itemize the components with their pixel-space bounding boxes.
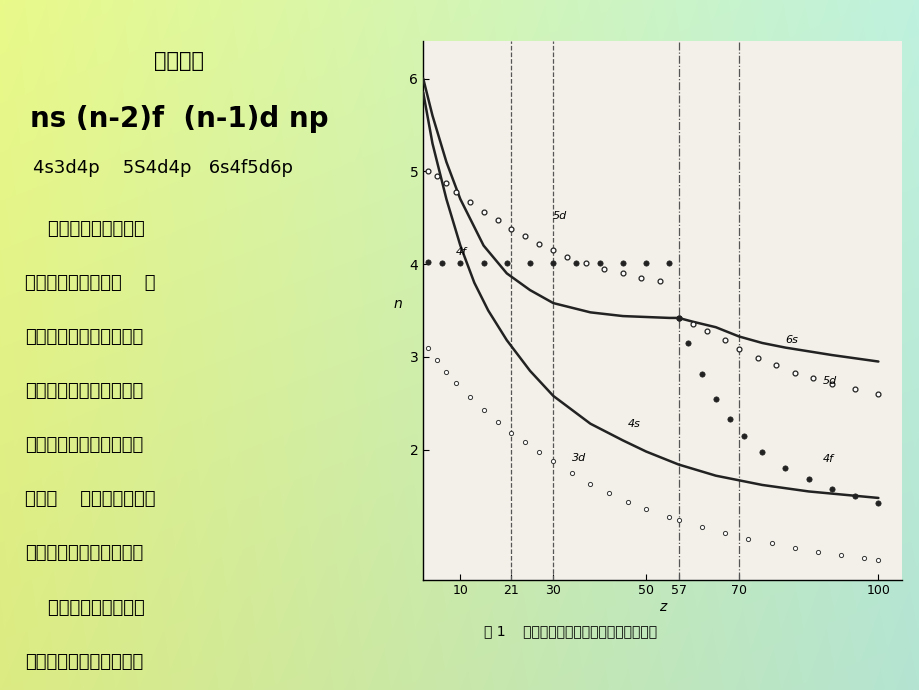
Text: 电子在外层分布时存在能: 电子在外层分布时存在能 (26, 328, 143, 346)
Text: 图 1    原子轨道能量随原子序数增加的变化: 图 1 原子轨道能量随原子序数增加的变化 (483, 624, 656, 638)
Text: 级交错。它是多电子体系: 级交错。它是多电子体系 (26, 382, 143, 400)
Text: 6s: 6s (785, 335, 798, 345)
Text: 以实验事实为依据。    价: 以实验事实为依据。 价 (26, 274, 155, 292)
Text: 5d: 5d (552, 211, 567, 221)
Text: 结果。    轨道能量的差值: 结果。 轨道能量的差值 (26, 491, 155, 509)
Y-axis label: n: n (393, 297, 403, 310)
Text: 电子相互作用（排斥）的: 电子相互作用（排斥）的 (26, 436, 143, 454)
Text: 子失去电子的顺序不同。: 子失去电子的顺序不同。 (26, 653, 143, 671)
Text: 5d: 5d (822, 376, 836, 386)
Text: 4f: 4f (455, 247, 466, 257)
Text: 4s: 4s (627, 419, 640, 428)
X-axis label: z: z (658, 600, 665, 614)
Text: 与核电荷数的大小有关。: 与核电荷数的大小有关。 (26, 544, 143, 562)
Text: 4f: 4f (822, 454, 833, 464)
Text: ns (n-2)f  (n-1)d np: ns (n-2)f (n-1)d np (30, 105, 328, 133)
Text: 4s3d4p    5S4d4p   6s4f5d6p: 4s3d4p 5S4d4p 6s4f5d6p (33, 159, 293, 177)
Text: 原子核外电子排布是: 原子核外电子排布是 (26, 220, 145, 238)
Text: 3d: 3d (572, 453, 585, 463)
Text: 能级交错: 能级交错 (154, 51, 204, 71)
Text: 电子填充的顺序与原: 电子填充的顺序与原 (26, 598, 145, 617)
